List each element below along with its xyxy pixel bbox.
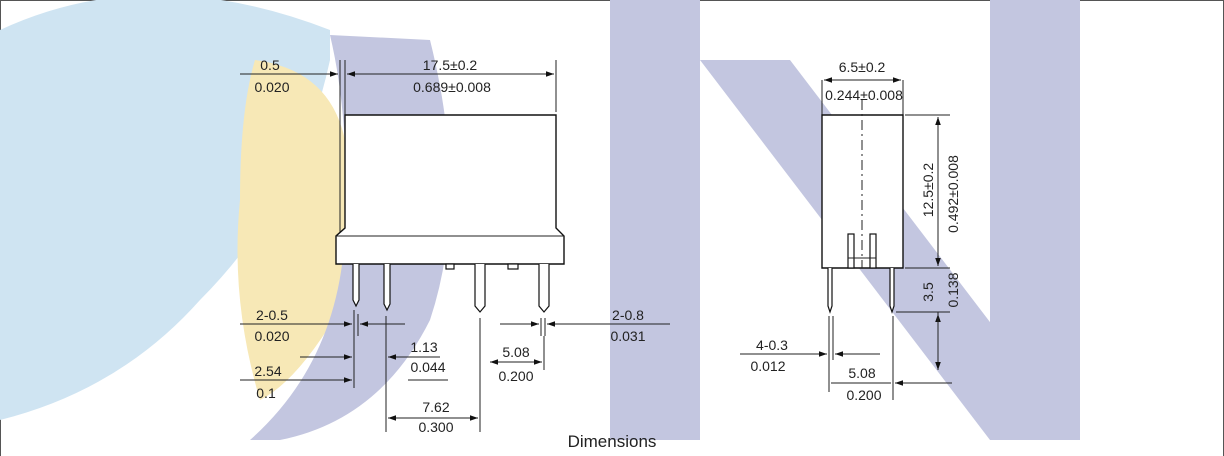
side-height-mm: 12.5±0.2 — [920, 163, 936, 218]
side-pitch-in: 0.200 — [846, 387, 881, 403]
front-pitch-508-in: 0.200 — [498, 368, 533, 384]
side-pin-left — [827, 268, 833, 314]
front-view: 0.5 0.020 17.5±0.2 0.689±0.008 2-0.5 0.0… — [240, 57, 670, 435]
front-pin-3 — [474, 264, 486, 313]
side-view: 6.5±0.2 0.244±0.008 12.5±0.2 0.492±0.008… — [740, 59, 961, 403]
side-pin-mm: 4-0.3 — [756, 337, 788, 353]
front-pin-small-in: 0.020 — [254, 328, 289, 344]
side-pin-len-mm: 3.5 — [920, 282, 936, 302]
front-pitch-254-in: 0.1 — [256, 385, 276, 401]
front-offset-mm: 1.13 — [410, 339, 437, 355]
front-pin-large-in: 0.031 — [610, 328, 645, 344]
relay-side-body — [821, 114, 904, 269]
front-gap-in: 0.020 — [254, 79, 289, 95]
side-pin-right — [889, 268, 895, 314]
front-pin-large-mm: 2-0.8 — [612, 307, 644, 323]
watermark-letter-stem — [610, 0, 700, 440]
side-pitch-mm: 5.08 — [848, 365, 875, 381]
side-pin-in: 0.012 — [750, 358, 785, 374]
watermark-globe-yellow — [237, 60, 345, 400]
front-width-mm: 17.5±0.2 — [423, 57, 478, 73]
side-pin-len-in: 0.138 — [945, 272, 961, 307]
side-width-mm: 6.5±0.2 — [839, 59, 886, 75]
front-pitch-508-mm: 5.08 — [502, 344, 529, 360]
front-pitch-762-mm: 7.62 — [422, 399, 449, 415]
front-pin-4 — [538, 264, 550, 313]
figure-caption: Dimensions — [568, 432, 657, 451]
front-pitch-762-in: 0.300 — [418, 419, 453, 435]
front-offset-in: 0.044 — [410, 359, 445, 375]
front-pitch-254-mm: 2.54 — [254, 363, 281, 379]
front-gap-mm: 0.5 — [260, 57, 280, 73]
watermark-letter-right — [990, 0, 1080, 440]
front-pin-1 — [352, 264, 360, 308]
front-width-in: 0.689±0.008 — [413, 79, 491, 95]
side-height-in: 0.492±0.008 — [945, 155, 961, 233]
side-width-in: 0.244±0.008 — [825, 87, 903, 103]
relay-front-body — [335, 114, 565, 265]
front-pin-2 — [383, 264, 391, 312]
front-pin-small-mm: 2-0.5 — [256, 307, 288, 323]
